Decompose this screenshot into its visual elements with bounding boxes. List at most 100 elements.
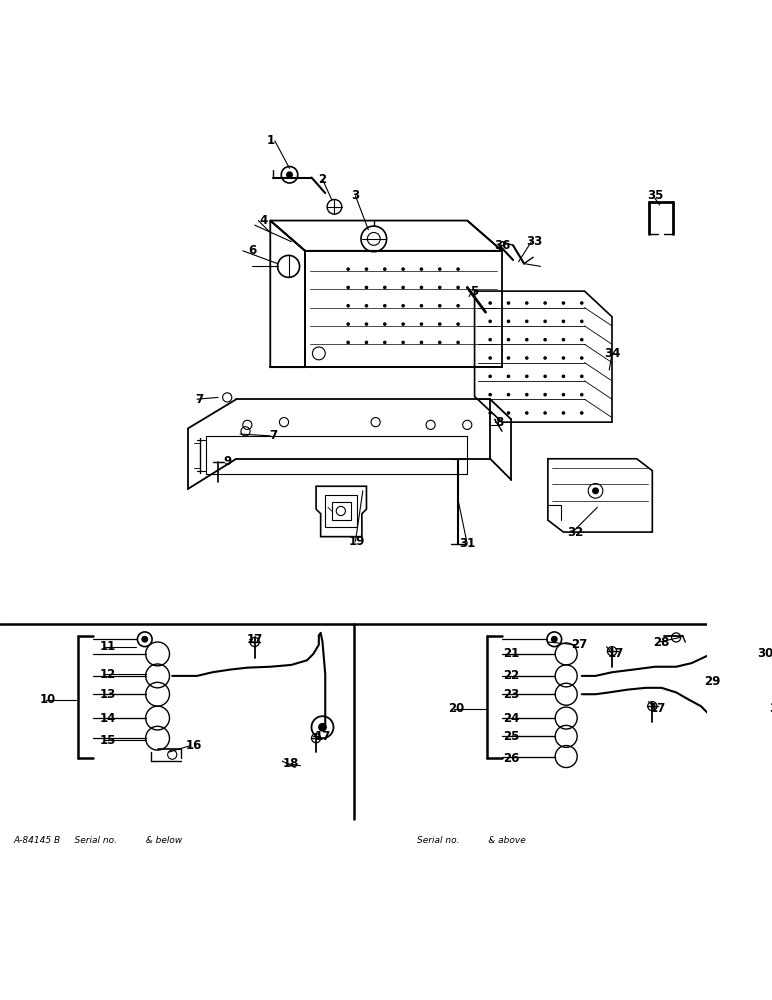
Circle shape [544, 320, 547, 322]
Circle shape [507, 302, 510, 304]
Text: 36: 36 [494, 239, 510, 252]
Text: 1: 1 [266, 134, 274, 147]
Text: 34: 34 [604, 347, 620, 360]
Circle shape [438, 323, 441, 325]
Circle shape [581, 339, 583, 341]
Text: 22: 22 [503, 669, 520, 682]
Circle shape [562, 412, 564, 414]
Text: 31: 31 [459, 537, 476, 550]
Circle shape [507, 375, 510, 377]
Text: 17: 17 [246, 633, 262, 646]
Text: 9: 9 [223, 455, 232, 468]
Circle shape [507, 394, 510, 396]
Circle shape [526, 302, 528, 304]
Circle shape [526, 339, 528, 341]
Text: 26: 26 [503, 752, 520, 765]
Circle shape [507, 320, 510, 322]
Circle shape [347, 323, 349, 325]
Text: 17: 17 [608, 647, 624, 660]
Circle shape [142, 637, 147, 642]
Text: 25: 25 [503, 730, 520, 743]
Circle shape [384, 323, 386, 325]
Circle shape [489, 339, 491, 341]
Text: 23: 23 [503, 688, 520, 701]
Circle shape [438, 341, 441, 344]
Text: 20: 20 [448, 702, 465, 715]
Circle shape [347, 268, 349, 270]
Text: 6: 6 [248, 244, 256, 257]
Text: 13: 13 [100, 688, 117, 701]
Circle shape [526, 375, 528, 377]
Circle shape [365, 341, 367, 344]
Circle shape [384, 268, 386, 270]
Text: 4: 4 [259, 214, 268, 227]
Text: 10: 10 [39, 693, 56, 706]
Text: 28: 28 [653, 636, 669, 649]
Text: 30: 30 [769, 702, 772, 715]
Circle shape [593, 488, 598, 494]
Circle shape [457, 268, 459, 270]
Circle shape [457, 286, 459, 289]
Circle shape [365, 286, 367, 289]
Circle shape [562, 320, 564, 322]
Circle shape [457, 323, 459, 325]
Circle shape [526, 320, 528, 322]
Text: 24: 24 [503, 712, 520, 725]
Circle shape [581, 302, 583, 304]
Circle shape [489, 320, 491, 322]
Circle shape [420, 305, 422, 307]
Circle shape [402, 268, 405, 270]
Circle shape [384, 341, 386, 344]
Text: 11: 11 [100, 640, 117, 653]
Text: 7: 7 [269, 429, 277, 442]
Circle shape [581, 375, 583, 377]
Circle shape [581, 412, 583, 414]
Text: 35: 35 [647, 189, 663, 202]
Circle shape [457, 305, 459, 307]
Circle shape [347, 305, 349, 307]
Circle shape [562, 339, 564, 341]
Text: 17: 17 [650, 702, 666, 715]
Text: 15: 15 [100, 734, 117, 747]
Text: 18: 18 [283, 757, 300, 770]
Text: 21: 21 [503, 647, 520, 660]
Circle shape [544, 412, 547, 414]
Text: 27: 27 [571, 638, 587, 651]
Text: 8: 8 [495, 416, 503, 429]
Text: 16: 16 [186, 739, 202, 752]
Circle shape [544, 357, 547, 359]
Circle shape [384, 286, 386, 289]
Circle shape [420, 323, 422, 325]
Text: 5: 5 [470, 285, 479, 298]
Circle shape [438, 286, 441, 289]
Circle shape [420, 268, 422, 270]
Circle shape [489, 394, 491, 396]
Circle shape [770, 650, 772, 658]
Circle shape [489, 357, 491, 359]
Circle shape [365, 268, 367, 270]
Circle shape [347, 286, 349, 289]
Circle shape [420, 341, 422, 344]
Circle shape [402, 305, 405, 307]
Circle shape [544, 302, 547, 304]
Text: Serial no.          & above: Serial no. & above [417, 836, 526, 845]
Circle shape [562, 394, 564, 396]
Circle shape [507, 412, 510, 414]
Circle shape [489, 375, 491, 377]
Circle shape [438, 268, 441, 270]
Circle shape [544, 339, 547, 341]
Text: 33: 33 [526, 235, 542, 248]
Circle shape [544, 375, 547, 377]
Circle shape [526, 394, 528, 396]
Circle shape [581, 357, 583, 359]
Circle shape [562, 302, 564, 304]
Text: 14: 14 [100, 712, 117, 725]
Text: 19: 19 [349, 535, 365, 548]
Circle shape [365, 323, 367, 325]
Circle shape [347, 341, 349, 344]
Circle shape [457, 341, 459, 344]
Circle shape [716, 733, 723, 740]
Text: 32: 32 [567, 526, 584, 539]
Circle shape [581, 320, 583, 322]
Circle shape [544, 394, 547, 396]
